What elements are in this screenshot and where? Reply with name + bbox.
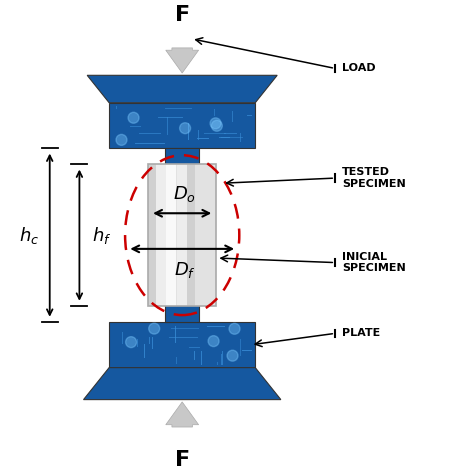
Circle shape: [211, 120, 222, 131]
Bar: [148, 164, 217, 306]
Bar: [165, 297, 199, 322]
Text: TESTED
SPECIMEN: TESTED SPECIMEN: [342, 167, 406, 189]
Text: $h_f$: $h_f$: [91, 225, 111, 246]
Text: $D_o$: $D_o$: [173, 184, 196, 204]
Bar: [109, 103, 255, 148]
Bar: [187, 164, 195, 306]
Circle shape: [210, 118, 221, 129]
FancyArrow shape: [166, 48, 199, 73]
Polygon shape: [87, 75, 277, 103]
Text: LOAD: LOAD: [342, 64, 376, 73]
FancyArrow shape: [166, 402, 199, 427]
Bar: [109, 322, 255, 368]
Polygon shape: [83, 368, 281, 400]
Text: $h_c$: $h_c$: [19, 225, 39, 246]
Bar: [166, 164, 176, 306]
Text: INICIAL
SPECIMEN: INICIAL SPECIMEN: [342, 252, 406, 273]
Text: F: F: [174, 450, 190, 470]
Circle shape: [227, 350, 238, 361]
Circle shape: [149, 323, 160, 334]
Circle shape: [126, 337, 137, 347]
Circle shape: [128, 112, 139, 123]
Circle shape: [229, 323, 240, 334]
Circle shape: [116, 135, 127, 146]
Bar: [148, 164, 156, 306]
Circle shape: [208, 336, 219, 346]
Bar: [148, 164, 217, 306]
Circle shape: [180, 123, 191, 134]
Bar: [177, 164, 187, 306]
Bar: [156, 164, 166, 306]
Text: F: F: [174, 5, 190, 25]
Bar: [165, 148, 199, 173]
Text: $D_f$: $D_f$: [173, 260, 195, 280]
Text: PLATE: PLATE: [342, 328, 380, 338]
